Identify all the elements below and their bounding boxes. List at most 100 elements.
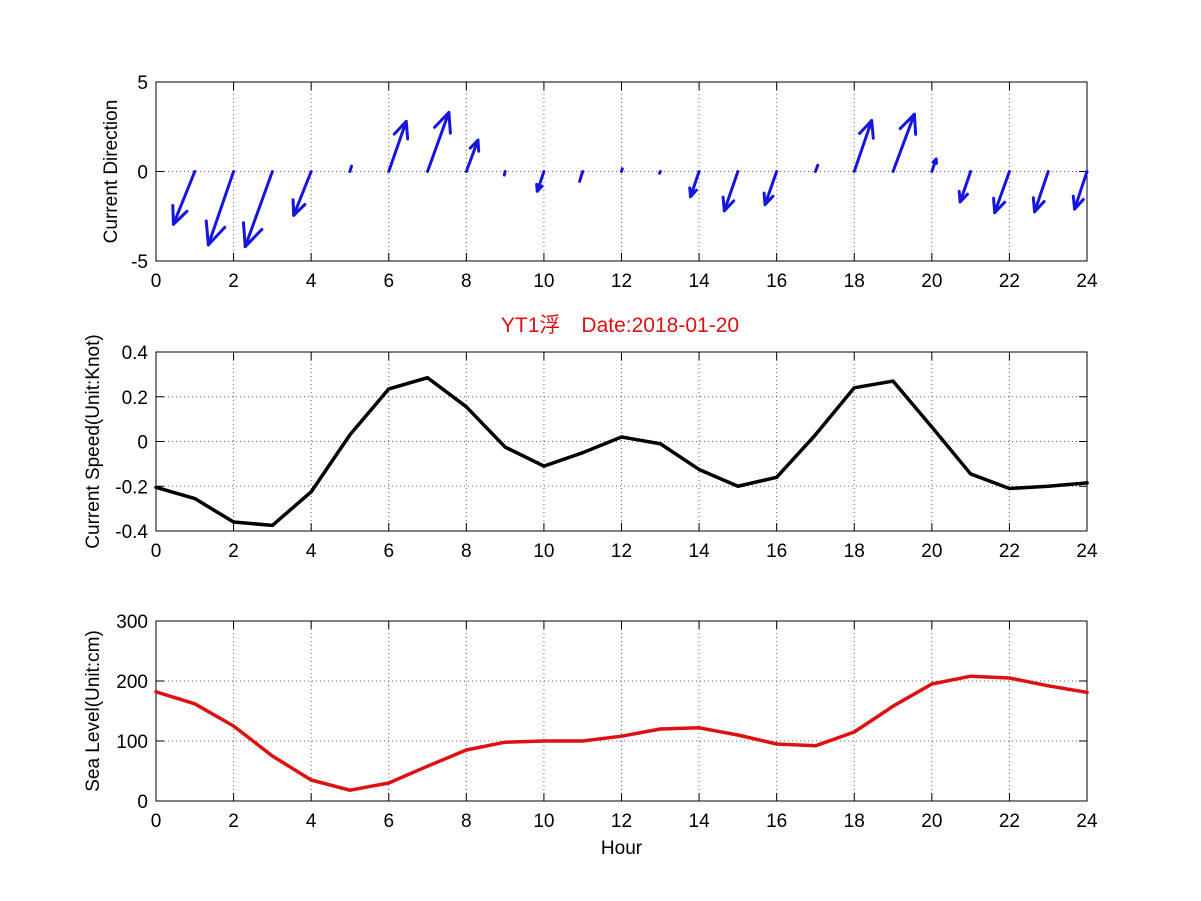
sea-level-x-tick-label: 10 (533, 811, 554, 832)
sea-level-x-tick-label: 24 (1076, 811, 1098, 832)
speed-data-point (348, 433, 352, 437)
speed-plot-area (155, 351, 1088, 532)
direction-vector-shaft (502, 170, 507, 177)
speed-data-point (231, 520, 236, 524)
direction-vector-arrow (957, 170, 973, 204)
sea-level-data-point (891, 704, 895, 708)
direction-vector-shaft (1073, 170, 1089, 211)
speed-x-tick-label: 0 (151, 541, 162, 562)
direction-vector-head (291, 198, 307, 217)
direction-vector-shaft (689, 170, 701, 199)
speed-data-point (1007, 486, 1012, 491)
sea-level-x-tick-label: 6 (383, 811, 394, 832)
sea-level-data-point (619, 734, 624, 738)
sea-level-x-tick-label: 4 (306, 811, 317, 832)
sea-level-data-points (154, 674, 1089, 792)
sea-level-data-point (852, 730, 856, 734)
speed-y-axis-label: Current Speed(Unit:Knot) (83, 334, 104, 548)
speed-y-tick-label: 0 (137, 433, 148, 454)
speed-data-point (154, 485, 158, 489)
sea-level-data-point (542, 739, 546, 743)
sea-level-data-point (309, 778, 313, 782)
direction-x-tick-label: 8 (461, 271, 472, 292)
speed-x-tick-label: 10 (533, 541, 554, 562)
direction-vector-shaft (722, 170, 740, 213)
speed-data-point (1046, 484, 1050, 488)
direction-vector-arrow (688, 170, 701, 199)
direction-vector-shaft (348, 164, 354, 173)
direction-x-tick-label: 6 (383, 271, 394, 292)
speed-data-point (852, 386, 856, 390)
direction-vector-shaft (891, 112, 916, 173)
direction-vector-shaft (993, 170, 1011, 215)
speed-x-tick-label: 6 (383, 541, 394, 562)
sea-level-data-point (464, 748, 468, 752)
speed-data-point (658, 442, 662, 446)
direction-x-tick-label: 10 (533, 271, 554, 292)
direction-vector-shaft (958, 170, 973, 204)
direction-vector-arrow (813, 163, 820, 173)
sea-level-y-tick-label: 300 (116, 612, 148, 633)
direction-x-tick-label: 4 (306, 271, 317, 292)
direction-vector-arrow (171, 170, 197, 226)
speed-data-point (775, 475, 779, 479)
direction-vector-shaft (852, 118, 874, 173)
speed-data-points (154, 376, 1089, 528)
sea-level-data-point (697, 726, 701, 730)
sea-level-y-tick-label: 0 (137, 792, 148, 813)
direction-vector-head (171, 204, 189, 226)
direction-vector-arrow (348, 164, 354, 173)
direction-vector-shaft (426, 110, 451, 173)
figure-title: YT1浮 Date:2018-01-20 (501, 314, 739, 337)
speed-data-point (619, 435, 624, 439)
direction-vectors (171, 110, 1089, 249)
direction-vector-arrow (464, 138, 481, 173)
direction-vector-arrow (658, 170, 662, 175)
direction-vector-arrow (1031, 170, 1050, 214)
direction-vector-arrow (891, 112, 918, 173)
speed-data-point (1085, 481, 1089, 485)
direction-vector-head (721, 195, 736, 213)
sea-level-data-point (231, 724, 236, 728)
direction-x-tick-label: 18 (844, 271, 865, 292)
speed-data-point (930, 425, 934, 429)
direction-x-tick-label: 2 (228, 271, 239, 292)
speed-data-point (425, 376, 430, 380)
direction-vector-shaft (620, 167, 624, 173)
direction-vector-shaft (387, 119, 408, 173)
direction-x-tick-label: 0 (151, 271, 162, 292)
direction-vector-arrow (502, 170, 507, 177)
sea-level-data-point (1007, 676, 1012, 680)
sea-level-x-tick-label: 22 (999, 811, 1020, 832)
sea-level-data-point (154, 690, 158, 694)
direction-y-tick-label: 0 (137, 163, 148, 184)
speed-data-point (193, 496, 197, 501)
sea-level-data-point (387, 781, 391, 785)
direction-vector-head (432, 110, 452, 135)
direction-vector-arrow (1071, 170, 1089, 211)
direction-vector-arrow (291, 170, 313, 217)
speed-x-tick-label: 24 (1076, 541, 1098, 562)
speed-data-point (581, 451, 585, 455)
current-speed-axes: 0 2 4 6 8 10 12 14 16 18 20 22 24-0.4-0.200.20.4Curr… (83, 334, 1098, 562)
direction-vector-arrow (426, 110, 452, 173)
sea-level-data-point (736, 733, 740, 737)
speed-data-point (891, 379, 895, 383)
direction-vector-head (898, 112, 918, 136)
speed-data-point (813, 433, 818, 437)
direction-vector-head (931, 157, 939, 165)
direction-x-tick-label: 20 (921, 271, 942, 292)
sea-level-x-tick-label: 20 (921, 811, 942, 832)
sea-level-x-axis-label: Hour (601, 838, 643, 859)
direction-vector-arrow (852, 118, 875, 173)
direction-vector-shaft (243, 170, 274, 249)
speed-data-point (309, 490, 313, 494)
sea-level-x-tick-label: 12 (611, 811, 632, 832)
direction-x-tick-label: 14 (689, 271, 711, 292)
direction-vector-head (204, 219, 227, 247)
speed-x-tick-label: 22 (999, 541, 1020, 562)
direction-vector-shaft (763, 170, 779, 207)
sea-level-data-point (658, 727, 662, 731)
direction-vector-arrow (762, 170, 779, 207)
speed-y-tick-label: -0.2 (115, 477, 148, 498)
